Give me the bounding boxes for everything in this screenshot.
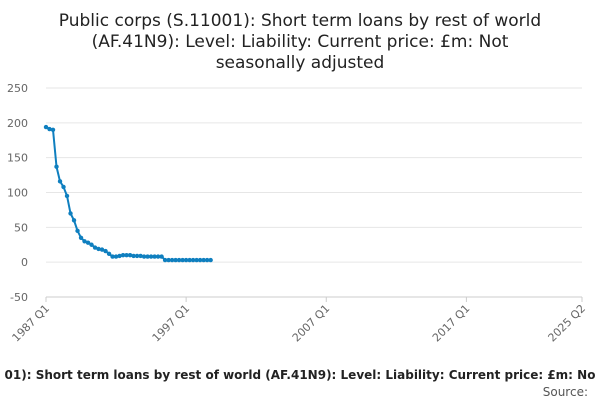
data-point[interactable] <box>71 218 77 223</box>
data-point[interactable] <box>82 239 87 244</box>
data-point[interactable] <box>61 184 66 190</box>
x-axis: 1987 Q1 1997 Q1 2007 Q1 2017 Q1 2025 Q2 <box>10 296 589 345</box>
data-point[interactable] <box>78 235 84 240</box>
data-point[interactable] <box>110 254 115 259</box>
data-point[interactable] <box>169 257 175 263</box>
series-line <box>45 126 211 262</box>
data-point[interactable] <box>96 246 101 252</box>
series <box>43 124 213 263</box>
y-tick-label: 150 <box>7 152 28 165</box>
data-point[interactable] <box>173 257 178 263</box>
data-point[interactable] <box>180 257 185 263</box>
data-point[interactable] <box>57 179 63 184</box>
data-point[interactable] <box>127 253 133 258</box>
source-label: Source: <box>543 385 588 399</box>
data-point[interactable] <box>134 253 140 259</box>
y-tick-label: 0 <box>21 256 28 269</box>
data-point[interactable] <box>89 242 94 247</box>
data-point[interactable] <box>194 257 199 263</box>
data-point[interactable] <box>50 127 56 132</box>
data-point[interactable] <box>124 253 129 258</box>
data-point[interactable] <box>117 253 122 259</box>
data-point[interactable] <box>85 240 91 245</box>
chart-title-line-1: Public corps (S.11001): Short term loans… <box>59 11 541 31</box>
x-tick-label: 1997 Q1 <box>150 302 193 345</box>
data-point[interactable] <box>64 193 70 199</box>
data-point[interactable] <box>197 257 203 263</box>
data-point[interactable] <box>99 247 105 252</box>
data-point[interactable] <box>152 254 157 259</box>
data-point[interactable] <box>176 257 182 263</box>
data-point[interactable] <box>141 254 147 259</box>
legend-entry: 01): Short term loans by rest of world (… <box>5 368 596 382</box>
data-point[interactable] <box>120 253 126 258</box>
data-point[interactable] <box>145 254 150 259</box>
data-point[interactable] <box>204 257 210 263</box>
y-tick-label: -50 <box>10 291 28 304</box>
chart-title-line-3: seasonally adjusted <box>216 53 385 73</box>
data-point[interactable] <box>75 228 80 234</box>
data-point[interactable] <box>103 248 108 254</box>
data-point[interactable] <box>131 253 136 259</box>
data-point[interactable] <box>138 253 143 259</box>
data-point[interactable] <box>113 254 119 259</box>
data-point[interactable] <box>190 257 196 263</box>
x-tick-label: 2017 Q1 <box>430 302 473 345</box>
data-point[interactable] <box>187 257 192 263</box>
y-tick-label: 50 <box>14 221 28 234</box>
x-tick-label: 2025 Q2 <box>546 302 589 345</box>
data-point[interactable] <box>183 257 189 263</box>
data-point[interactable] <box>43 124 49 130</box>
x-tick-label: 2007 Q1 <box>290 302 333 345</box>
data-point[interactable] <box>106 251 112 257</box>
y-axis: -50 0 50 100 150 200 250 <box>7 82 28 304</box>
data-point[interactable] <box>148 254 154 259</box>
data-point[interactable] <box>155 254 161 259</box>
data-point[interactable] <box>47 126 52 132</box>
y-tick-label: 250 <box>7 82 28 95</box>
data-point[interactable] <box>166 257 171 263</box>
data-point[interactable] <box>68 211 73 216</box>
y-tick-label: 100 <box>7 187 28 200</box>
x-tick-label: 1987 Q1 <box>10 302 53 345</box>
data-point[interactable] <box>162 257 168 263</box>
data-point[interactable] <box>54 164 59 169</box>
data-point[interactable] <box>92 245 98 250</box>
data-point[interactable] <box>159 254 164 259</box>
data-point[interactable] <box>201 257 206 263</box>
y-tick-label: 200 <box>7 117 28 130</box>
data-point[interactable] <box>208 257 213 263</box>
chart-title-line-2: (AF.41N9): Level: Liability: Current pri… <box>92 32 509 52</box>
chart-title: Public corps (S.11001): Short term loans… <box>59 11 541 73</box>
gridlines <box>46 87 582 298</box>
